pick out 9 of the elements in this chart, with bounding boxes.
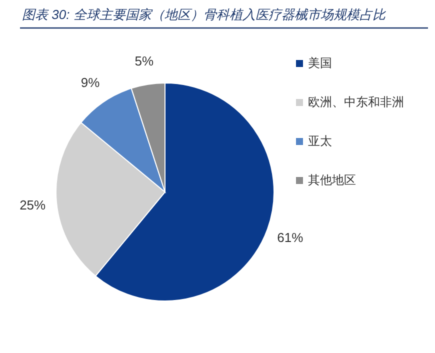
data-label: 9% (80, 75, 100, 90)
data-label: 25% (20, 198, 46, 213)
legend-label: 欧洲、中东和非洲 (308, 95, 404, 109)
data-label: 5% (134, 54, 154, 69)
legend-label: 美国 (308, 56, 332, 70)
data-label: 61% (277, 230, 304, 246)
legend-label: 其他地区 (308, 173, 356, 187)
chart-title: 图表 30: 全球主要国家（地区）骨科植入医疗器械市场规模占比 (22, 7, 386, 22)
legend-label: 亚太 (308, 134, 332, 148)
